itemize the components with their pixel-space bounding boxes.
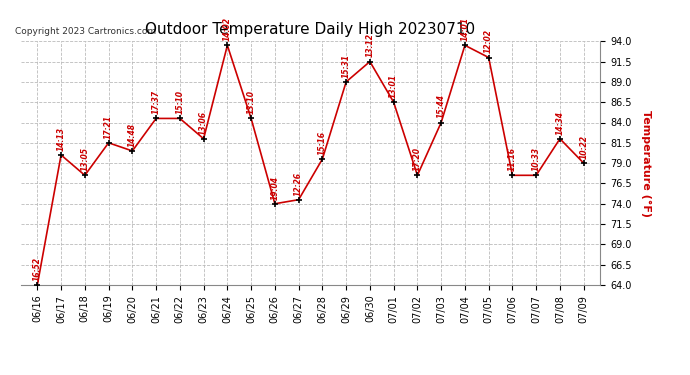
Text: 10:33: 10:33 <box>532 147 541 171</box>
Text: 10:22: 10:22 <box>579 135 588 159</box>
Text: 14:13: 14:13 <box>57 127 66 151</box>
Text: 12:02: 12:02 <box>484 29 493 53</box>
Text: 15:31: 15:31 <box>342 54 351 78</box>
Text: 15:44: 15:44 <box>437 94 446 118</box>
Text: 17:21: 17:21 <box>104 115 113 139</box>
Text: 13:10: 13:10 <box>246 90 255 114</box>
Title: Outdoor Temperature Daily High 20230710: Outdoor Temperature Daily High 20230710 <box>146 22 475 37</box>
Text: 12:26: 12:26 <box>294 171 303 195</box>
Y-axis label: Temperature (°F): Temperature (°F) <box>641 110 651 217</box>
Text: 13:01: 13:01 <box>389 74 398 98</box>
Text: 13:06: 13:06 <box>199 111 208 135</box>
Text: 13:12: 13:12 <box>366 33 375 57</box>
Text: 19:04: 19:04 <box>270 176 279 200</box>
Text: 14:02: 14:02 <box>223 17 232 41</box>
Text: 14:34: 14:34 <box>555 111 564 135</box>
Text: 14:48: 14:48 <box>128 123 137 147</box>
Text: 16:52: 16:52 <box>33 257 42 281</box>
Text: 11:16: 11:16 <box>508 147 517 171</box>
Text: 17:37: 17:37 <box>152 90 161 114</box>
Text: Copyright 2023 Cartronics.com: Copyright 2023 Cartronics.com <box>15 27 156 36</box>
Text: 15:16: 15:16 <box>318 131 327 155</box>
Text: 14:01: 14:01 <box>460 17 469 41</box>
Text: 13:05: 13:05 <box>80 147 89 171</box>
Text: 15:10: 15:10 <box>175 90 184 114</box>
Text: 17:20: 17:20 <box>413 147 422 171</box>
